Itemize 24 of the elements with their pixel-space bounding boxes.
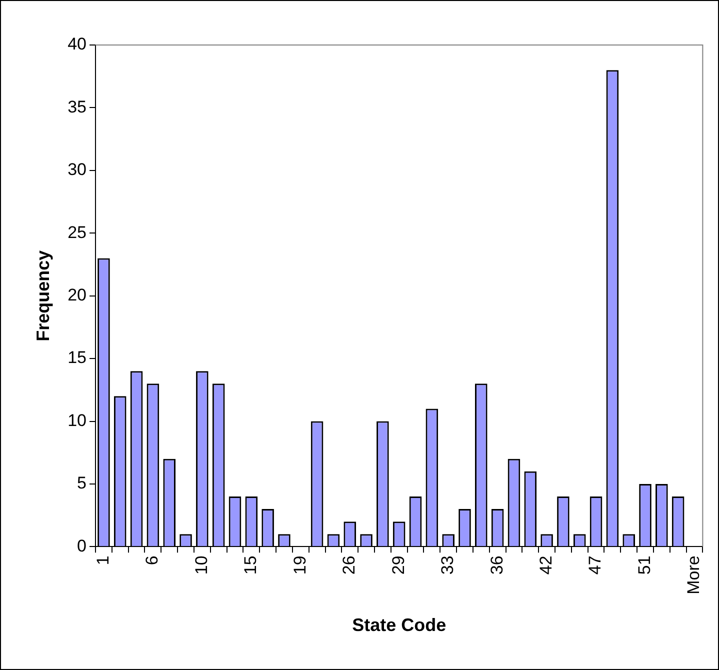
- x-tick-label: 15: [241, 556, 260, 575]
- y-tick-label: 35: [68, 97, 87, 116]
- y-tick-label: 40: [68, 34, 87, 54]
- y-tick-label: 10: [68, 410, 87, 430]
- x-tick-label: 6: [142, 556, 162, 566]
- x-tick-label: 36: [487, 556, 506, 575]
- y-tick-label: 20: [68, 286, 87, 305]
- x-tick-label: 10: [192, 556, 211, 575]
- x-tick-label: 51: [634, 556, 654, 575]
- x-tick-label: 47: [586, 556, 605, 575]
- y-axis-title: Frequency: [32, 250, 53, 342]
- y-tick-label: 0: [77, 536, 87, 556]
- y-tick-label: 30: [68, 160, 87, 180]
- y-tick-label: 15: [68, 348, 87, 368]
- x-tick-label: 42: [536, 556, 556, 575]
- x-axis-title: State Code: [352, 615, 446, 636]
- y-tick-label: 25: [68, 222, 87, 242]
- x-tick-label: 29: [388, 556, 408, 575]
- x-tick-label: More: [684, 556, 704, 594]
- x-tick-label: 19: [290, 556, 310, 575]
- x-tick-label: 26: [340, 556, 359, 575]
- x-tick-label: 1: [93, 556, 112, 566]
- x-tick-label: 33: [438, 556, 458, 575]
- y-tick-label: 5: [77, 474, 87, 493]
